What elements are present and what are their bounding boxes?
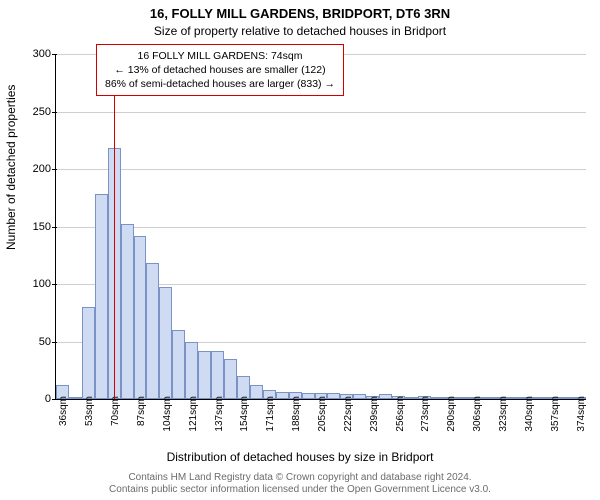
bar (560, 397, 573, 399)
xtick-label: 205sqm (317, 396, 328, 432)
bar (146, 263, 159, 399)
xtick-label: 121sqm (188, 396, 199, 432)
bar (224, 359, 237, 399)
ytick-label: 150 (21, 221, 51, 233)
xtick-label: 104sqm (162, 396, 173, 432)
ytick-label: 50 (21, 336, 51, 348)
bar (185, 342, 198, 400)
bar (250, 385, 263, 399)
info-box: 16 FOLLY MILL GARDENS: 74sqm← 13% of det… (96, 44, 344, 96)
bar (508, 397, 521, 399)
bar (211, 351, 224, 399)
bar (483, 397, 496, 399)
bar (534, 397, 547, 399)
title-sub: Size of property relative to detached ho… (0, 24, 600, 38)
info-line: 86% of semi-detached houses are larger (… (105, 77, 335, 91)
bar (457, 397, 470, 399)
info-line: ← 13% of detached houses are smaller (12… (105, 63, 335, 77)
bar (276, 392, 289, 399)
xtick-label: 239sqm (369, 396, 380, 432)
marker-line (114, 54, 115, 399)
xtick-label: 374sqm (576, 396, 587, 432)
gridline (56, 112, 586, 113)
chart-container: 16, FOLLY MILL GARDENS, BRIDPORT, DT6 3R… (0, 0, 600, 500)
bar (121, 224, 134, 399)
title-main: 16, FOLLY MILL GARDENS, BRIDPORT, DT6 3R… (0, 6, 600, 21)
gridline (56, 227, 586, 228)
xtick-label: 290sqm (446, 396, 457, 432)
ytick-label: 0 (21, 393, 51, 405)
gridline (56, 169, 586, 170)
ytick-label: 250 (21, 106, 51, 118)
xtick-label: 306sqm (472, 396, 483, 432)
xtick-label: 188sqm (291, 396, 302, 432)
attribution-line1: Contains HM Land Registry data © Crown c… (0, 472, 600, 484)
attribution-line2: Contains public sector information licen… (0, 484, 600, 496)
bar (431, 397, 444, 399)
xtick-label: 53sqm (84, 396, 95, 426)
xtick-label: 256sqm (395, 396, 406, 432)
bar (405, 397, 418, 399)
xtick-label: 154sqm (239, 396, 250, 432)
bar (198, 351, 211, 399)
ytick-label: 300 (21, 48, 51, 60)
xtick-label: 137sqm (214, 396, 225, 432)
bar (302, 393, 315, 399)
attribution: Contains HM Land Registry data © Crown c… (0, 472, 600, 496)
xtick-label: 340sqm (524, 396, 535, 432)
ytick-label: 200 (21, 163, 51, 175)
ytick-label: 100 (21, 278, 51, 290)
bar (159, 287, 172, 399)
xtick-label: 36sqm (58, 396, 69, 426)
bar (379, 394, 392, 399)
xtick-label: 87sqm (136, 396, 147, 426)
xtick-label: 273sqm (420, 396, 431, 432)
xtick-label: 222sqm (343, 396, 354, 432)
bar (327, 393, 340, 399)
xtick-label: 171sqm (265, 396, 276, 432)
bar (134, 236, 147, 399)
bar (69, 397, 82, 399)
bar (95, 194, 108, 399)
bar (82, 307, 95, 399)
xtick-label: 357sqm (550, 396, 561, 432)
plot-area: 05010015020025030036sqm53sqm70sqm87sqm10… (55, 54, 586, 400)
xtick-label: 70sqm (110, 396, 121, 426)
y-axis-label: Number of detached properties (4, 85, 18, 250)
info-line: 16 FOLLY MILL GARDENS: 74sqm (105, 49, 335, 63)
bar (353, 394, 366, 399)
xtick-label: 323sqm (498, 396, 509, 432)
bar (172, 330, 185, 399)
x-axis-label: Distribution of detached houses by size … (0, 450, 600, 464)
